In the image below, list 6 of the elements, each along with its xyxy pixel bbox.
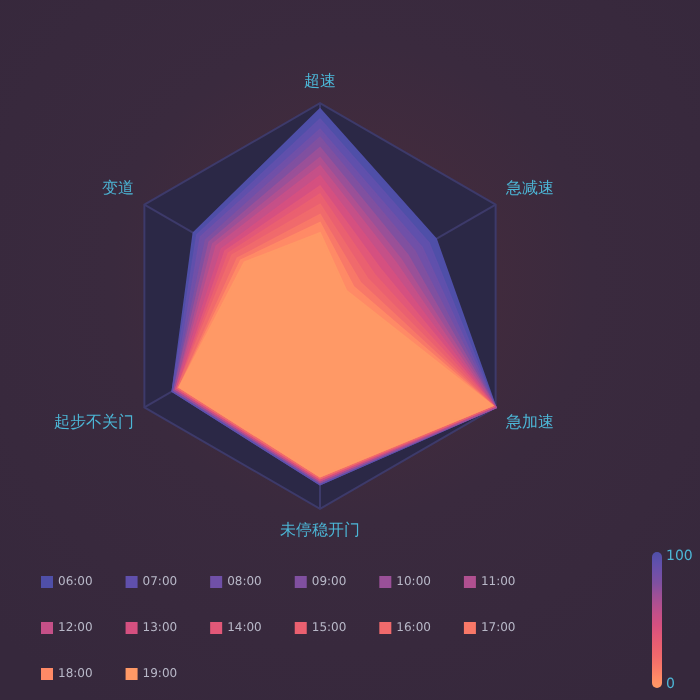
spoke-label: 超速	[304, 71, 336, 90]
spoke-label: 起步不关门	[53, 413, 134, 432]
spoke-label: 急减速	[504, 179, 555, 198]
spoke-label: 未停稳开门	[280, 520, 360, 539]
spoke-label: 变道	[101, 179, 134, 198]
spoke-label: 急加速	[504, 413, 555, 432]
